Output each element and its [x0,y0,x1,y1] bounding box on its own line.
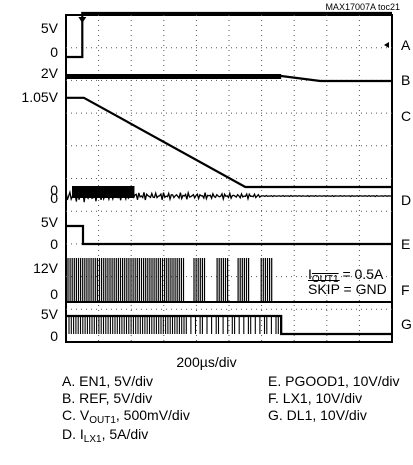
iout-annotation: IOUT1 = 0.5A [308,266,384,285]
level-label-b: 2V [41,65,59,81]
level-label-g: 5V [41,306,59,322]
level-label-e: 5V [41,214,59,230]
level-label-g: 0 [50,328,58,344]
trace-dl1 [66,314,392,336]
channel-letter-g: G [401,316,412,332]
trace-ilx1-band [72,186,135,198]
trace-ref-noise [66,74,282,79]
legend-right: E. PGOOD1, 10V/div F. LX1, 10V/div G. DL… [268,373,400,424]
trace-vout1 [66,96,392,189]
timebase-label: 200µs/div [176,354,237,370]
skip-annotation: SKIP = GND [308,281,387,297]
legend-item-c: C. VOUT1, 500mV/div [62,407,190,426]
channel-letter-d: D [401,192,411,208]
legend-item-a: A. EN1, 5V/div [62,373,154,389]
level-label-a: 5V [41,20,59,36]
level-label-e: 0 [50,236,58,252]
legend-item-g: G. DL1, 10V/div [268,407,367,423]
legend-item-f: F. LX1, 10V/div [268,390,363,406]
channel-letter-e: E [401,236,410,252]
legend-item-e: E. PGOOD1, 10V/div [268,373,400,389]
trace-en1 [66,11,392,59]
channel-letter-a: A [401,37,411,53]
level-label-f: 0 [50,286,58,302]
level-label-c: 1.05V [21,89,58,105]
level-label-d: 0 [50,190,58,206]
trigger-marker [78,17,87,23]
legend-item-b: B. REF, 5V/div [62,390,153,406]
level-labels: 5V 0 A 2V B 1.05V 0 C 0 D 5V 0 E 12V 0 F 5V 0 G [21,20,411,344]
level-label-f: 12V [33,260,59,276]
figure-id: MAX17007A toc21 [325,2,400,12]
trace-pgood1 [66,224,392,246]
level-label-a: 0 [50,44,58,60]
level-label-c: 0 [50,182,58,198]
channel-letter-b: B [401,72,410,88]
channel-letter-f: F [401,282,410,298]
legend-left: A. EN1, 5V/div B. REF, 5V/div C. VOUT1, … [62,373,190,445]
channel-letter-c: C [401,108,411,124]
trigger-level-marker [384,42,389,48]
legend-item-d: D. ILX1, 5A/div [62,426,149,445]
traces [65,11,392,336]
